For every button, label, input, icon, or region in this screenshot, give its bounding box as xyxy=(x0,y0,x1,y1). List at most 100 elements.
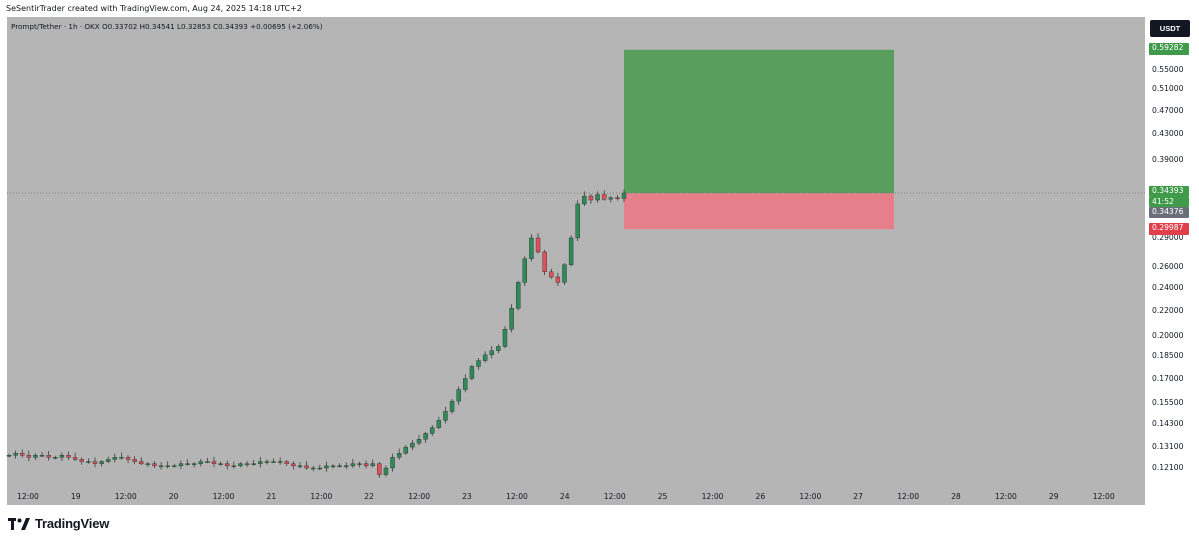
time-tick-label: 21 xyxy=(266,492,277,501)
candle xyxy=(185,459,190,466)
price-tick-label: 0.13100 xyxy=(1152,442,1184,452)
candle-body-up xyxy=(198,461,203,464)
candle-body-up xyxy=(370,463,375,467)
candle xyxy=(92,457,98,468)
candle-body-up xyxy=(529,237,534,259)
candle-body-up xyxy=(396,452,402,458)
candle xyxy=(489,345,494,359)
candle-body-up xyxy=(476,360,481,367)
candle xyxy=(430,425,435,437)
last-price-tag: 0.34393 xyxy=(1149,186,1189,197)
candle-body-up xyxy=(595,194,600,201)
candle xyxy=(53,455,58,460)
candle-body-up xyxy=(383,467,389,475)
time-tick-label: 26 xyxy=(755,492,766,501)
time-tick-label: 12:00 xyxy=(897,492,920,501)
profit-zone xyxy=(624,49,894,194)
loss-zone xyxy=(624,193,894,230)
candle xyxy=(125,455,131,464)
candle xyxy=(105,456,111,464)
candle xyxy=(191,462,197,468)
candle-body-up xyxy=(112,457,118,460)
tradingview-logo[interactable]: TradingView xyxy=(8,516,109,531)
candle xyxy=(615,195,620,201)
candle-body-up xyxy=(463,378,468,390)
candle-body-down xyxy=(615,197,620,199)
candle xyxy=(403,445,408,455)
candle-body-down xyxy=(601,194,607,200)
candle-body-up xyxy=(39,455,45,457)
candle-body-up xyxy=(509,308,514,330)
price-tick-label: 0.15500 xyxy=(1152,397,1184,407)
candle xyxy=(145,462,151,467)
candle-body-up xyxy=(430,427,435,434)
candle-body-up xyxy=(456,389,461,402)
candle xyxy=(555,272,561,287)
candle xyxy=(152,461,157,468)
candle xyxy=(542,249,547,275)
time-tick-label: 22 xyxy=(364,492,374,501)
candle-body-up xyxy=(178,463,184,467)
price-tick-label: 0.20000 xyxy=(1152,330,1184,340)
candle xyxy=(416,435,422,446)
candle xyxy=(575,200,580,242)
candle-body-up xyxy=(621,192,627,199)
price-tick-label: 0.14300 xyxy=(1152,419,1184,429)
candle-body-up xyxy=(403,446,408,454)
candle xyxy=(79,457,84,465)
candle-body-up xyxy=(251,463,256,465)
time-tick-label: 24 xyxy=(559,492,570,501)
time-tick-label: 12:00 xyxy=(799,492,822,501)
candle xyxy=(515,280,521,311)
price-axis[interactable] xyxy=(1145,17,1193,505)
candle xyxy=(66,451,71,460)
candle xyxy=(370,459,375,468)
candle xyxy=(608,196,613,203)
candle-body-down xyxy=(152,463,157,467)
time-tick-label: 12:00 xyxy=(408,492,431,501)
currency-button[interactable]: USDT xyxy=(1150,20,1190,37)
time-tick-label: 29 xyxy=(1048,492,1059,501)
target-price-tag: 0.59282 xyxy=(1149,43,1189,55)
candle-body-up xyxy=(231,465,237,468)
candle xyxy=(377,462,382,478)
time-tick-label: 23 xyxy=(462,492,472,501)
candle xyxy=(509,304,514,333)
candle-body-up xyxy=(469,366,475,379)
candle-body-up xyxy=(443,411,448,421)
candle-body-up xyxy=(53,457,58,459)
time-tick-label: 27 xyxy=(853,492,863,501)
candle-body-up xyxy=(99,461,104,464)
candle xyxy=(225,460,230,470)
candle-body-up xyxy=(185,463,190,465)
candle xyxy=(522,256,528,287)
candle-body-down xyxy=(92,461,98,464)
chart-pane[interactable] xyxy=(7,17,1145,487)
candle-body-down xyxy=(377,463,382,475)
price-tick-label: 0.47000 xyxy=(1152,105,1184,115)
time-tick-label: 28 xyxy=(951,492,961,501)
candle-body-up xyxy=(238,463,243,467)
candle-body-up xyxy=(489,350,494,356)
candle xyxy=(562,263,567,285)
candle-body-up xyxy=(105,459,111,462)
candle-body-down xyxy=(291,463,296,467)
candle xyxy=(390,453,395,472)
candle-body-down xyxy=(549,271,554,278)
candle-body-up xyxy=(264,461,270,463)
candle xyxy=(291,461,296,470)
candle-body-down xyxy=(79,459,84,462)
candle-body-up xyxy=(271,461,276,463)
candle xyxy=(463,374,468,393)
candle-body-down xyxy=(72,457,78,460)
candle xyxy=(139,457,144,466)
time-axis[interactable] xyxy=(7,487,1145,505)
candle-body-up xyxy=(330,465,336,468)
time-tick-label: 12:00 xyxy=(603,492,626,501)
candle-body-up xyxy=(515,282,521,309)
symbol-legend: Prompt/Tether · 1h · OKX O0.33702 H0.345… xyxy=(11,22,323,31)
candle xyxy=(244,461,250,467)
candle-body-down xyxy=(66,455,71,458)
